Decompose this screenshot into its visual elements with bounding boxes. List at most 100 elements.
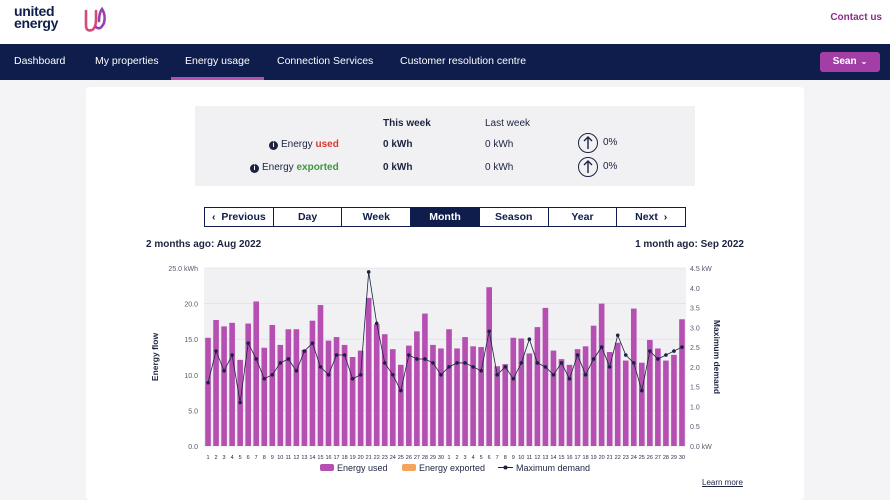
point-maximum-demand[interactable]	[519, 361, 524, 365]
nav-dashboard[interactable]: Dashboard	[14, 55, 66, 67]
point-maximum-demand[interactable]	[511, 376, 516, 381]
bar-energy-used[interactable]	[502, 364, 509, 446]
info-icon[interactable]: i	[250, 164, 259, 173]
bar-energy-used[interactable]	[422, 313, 428, 446]
point-maximum-demand[interactable]	[487, 329, 491, 334]
contact-us-link[interactable]: Contact us	[830, 12, 882, 23]
point-maximum-demand[interactable]	[439, 373, 443, 377]
point-maximum-demand[interactable]	[615, 333, 620, 338]
point-maximum-demand[interactable]	[326, 373, 331, 377]
bar-energy-used[interactable]	[526, 353, 533, 446]
nav-energy-usage[interactable]: Energy usage	[171, 44, 264, 80]
bar-energy-used[interactable]	[510, 337, 517, 446]
bar-energy-used[interactable]	[333, 337, 340, 446]
bar-energy-used[interactable]	[381, 334, 388, 446]
bar-energy-used[interactable]	[630, 308, 637, 446]
bar-energy-used[interactable]	[365, 297, 372, 446]
point-maximum-demand[interactable]	[254, 357, 259, 361]
point-maximum-demand[interactable]	[407, 353, 411, 357]
bar-energy-used[interactable]	[221, 326, 227, 446]
point-maximum-demand[interactable]	[294, 369, 299, 373]
previous-button[interactable]: ‹ Previous	[205, 208, 274, 226]
bar-energy-used[interactable]	[389, 349, 396, 446]
bar-energy-used[interactable]	[205, 337, 211, 446]
point-maximum-demand[interactable]	[431, 361, 435, 365]
bar-energy-used[interactable]	[606, 352, 613, 446]
bar-energy-used[interactable]	[647, 339, 653, 446]
point-maximum-demand[interactable]	[374, 321, 379, 326]
bar-energy-used[interactable]	[406, 345, 412, 446]
point-maximum-demand[interactable]	[222, 369, 226, 373]
bar-energy-used[interactable]	[261, 347, 268, 446]
point-maximum-demand[interactable]	[214, 349, 218, 353]
point-maximum-demand[interactable]	[575, 353, 580, 357]
bar-energy-used[interactable]	[582, 346, 589, 446]
bar-energy-used[interactable]	[679, 319, 685, 446]
bar-energy-used[interactable]	[213, 319, 219, 446]
bar-energy-used[interactable]	[663, 360, 669, 446]
bar-energy-used[interactable]	[494, 366, 501, 446]
point-maximum-demand[interactable]	[535, 361, 540, 365]
point-maximum-demand[interactable]	[390, 373, 395, 377]
bar-energy-used[interactable]	[566, 364, 573, 446]
bar-energy-used[interactable]	[542, 307, 549, 446]
bar-energy-used[interactable]	[478, 347, 484, 446]
bar-energy-used[interactable]	[598, 303, 605, 446]
bar-energy-used[interactable]	[398, 364, 404, 446]
bar-energy-used[interactable]	[269, 324, 276, 446]
point-maximum-demand[interactable]	[302, 349, 307, 353]
point-maximum-demand[interactable]	[607, 365, 612, 369]
bar-energy-used[interactable]	[357, 350, 364, 446]
nav-my-properties[interactable]: My properties	[95, 55, 159, 67]
point-maximum-demand[interactable]	[447, 365, 451, 369]
bar-energy-used[interactable]	[462, 337, 468, 446]
point-maximum-demand[interactable]	[310, 341, 315, 345]
point-maximum-demand[interactable]	[270, 373, 275, 377]
bar-energy-used[interactable]	[229, 322, 235, 446]
point-maximum-demand[interactable]	[230, 353, 234, 357]
point-maximum-demand[interactable]	[559, 361, 564, 365]
point-maximum-demand[interactable]	[318, 365, 323, 369]
point-maximum-demand[interactable]	[262, 376, 267, 381]
point-maximum-demand[interactable]	[631, 361, 636, 365]
point-maximum-demand[interactable]	[591, 357, 596, 361]
bar-energy-used[interactable]	[341, 344, 348, 446]
point-maximum-demand[interactable]	[382, 361, 387, 365]
bar-energy-used[interactable]	[245, 323, 251, 446]
point-maximum-demand[interactable]	[278, 361, 283, 365]
point-maximum-demand[interactable]	[206, 380, 210, 385]
point-maximum-demand[interactable]	[238, 400, 242, 405]
bar-energy-used[interactable]	[470, 346, 476, 446]
point-maximum-demand[interactable]	[334, 353, 339, 357]
point-maximum-demand[interactable]	[415, 357, 419, 361]
bar-energy-used[interactable]	[574, 349, 581, 446]
bar-energy-used[interactable]	[454, 348, 460, 446]
point-maximum-demand[interactable]	[495, 373, 500, 377]
point-maximum-demand[interactable]	[672, 349, 676, 353]
nav-customer-resolution-centre[interactable]: Customer resolution centre	[400, 55, 527, 67]
point-maximum-demand[interactable]	[342, 353, 347, 357]
tab-year[interactable]: Year	[549, 208, 618, 226]
point-maximum-demand[interactable]	[246, 341, 250, 345]
bar-energy-used[interactable]	[655, 348, 661, 446]
point-maximum-demand[interactable]	[640, 388, 644, 393]
bar-energy-used[interactable]	[301, 349, 308, 446]
point-maximum-demand[interactable]	[423, 357, 427, 361]
bar-energy-used[interactable]	[414, 331, 420, 446]
point-maximum-demand[interactable]	[479, 369, 483, 373]
bar-energy-used[interactable]	[639, 362, 645, 446]
bar-energy-used[interactable]	[438, 348, 444, 446]
tab-season[interactable]: Season	[480, 208, 549, 226]
point-maximum-demand[interactable]	[567, 376, 572, 381]
bar-energy-used[interactable]	[590, 325, 597, 446]
point-maximum-demand[interactable]	[551, 373, 556, 377]
bar-energy-used[interactable]	[285, 329, 292, 446]
point-maximum-demand[interactable]	[471, 365, 475, 369]
bar-energy-used[interactable]	[277, 344, 284, 446]
bar-energy-used[interactable]	[325, 340, 332, 446]
bar-energy-used[interactable]	[518, 338, 525, 446]
bar-energy-used[interactable]	[446, 329, 452, 446]
bar-energy-used[interactable]	[671, 354, 677, 446]
info-icon[interactable]: i	[269, 141, 278, 150]
point-maximum-demand[interactable]	[463, 361, 467, 365]
